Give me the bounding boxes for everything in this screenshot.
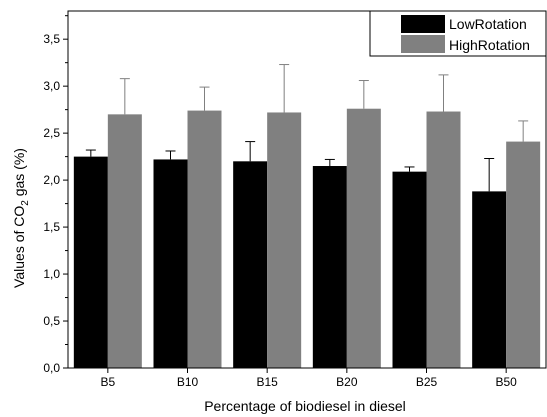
legend-swatch-low bbox=[401, 15, 445, 33]
x-axis-label: Percentage of biodiesel in diesel bbox=[204, 398, 406, 414]
x-tick-label-B50: B50 bbox=[495, 375, 517, 389]
bar-HighRotation-B50 bbox=[506, 141, 541, 368]
x-tick-label-B10: B10 bbox=[177, 375, 199, 389]
bar-HighRotation-B25 bbox=[426, 111, 461, 368]
legend-label-high: HighRotation bbox=[449, 37, 530, 53]
x-tick-label-B5: B5 bbox=[100, 375, 115, 389]
legend-box bbox=[369, 10, 547, 57]
y-tick-label-1,5: 1,5 bbox=[43, 220, 60, 234]
bar-LowRotation-B20 bbox=[312, 166, 347, 368]
y-tick-label-3,0: 3,0 bbox=[43, 79, 60, 93]
x-tick-label-B15: B15 bbox=[256, 375, 278, 389]
y-tick-label-0,0: 0,0 bbox=[43, 361, 60, 375]
bar-HighRotation-B15 bbox=[267, 112, 302, 368]
legend: LowRotation HighRotation bbox=[369, 10, 547, 57]
y-tick-label-2,0: 2,0 bbox=[43, 173, 60, 187]
y-tick-label-1,0: 1,0 bbox=[43, 267, 60, 281]
bar-LowRotation-B25 bbox=[392, 171, 427, 368]
bar-LowRotation-B10 bbox=[153, 159, 188, 368]
y-tick-label-0,5: 0,5 bbox=[43, 314, 60, 328]
bar-HighRotation-B10 bbox=[187, 110, 222, 368]
plot-frame bbox=[67, 10, 547, 369]
y-tick-label-2,5: 2,5 bbox=[43, 126, 60, 140]
legend-label-low: LowRotation bbox=[449, 16, 527, 32]
bar-HighRotation-B5 bbox=[107, 114, 142, 368]
legend-swatch-high bbox=[401, 35, 445, 53]
bar-LowRotation-B15 bbox=[233, 161, 268, 368]
bar-LowRotation-B50 bbox=[472, 191, 507, 368]
y-tick-label-3,5: 3,5 bbox=[43, 32, 60, 46]
y-axis-label: Values of CO2 gas (%) bbox=[11, 148, 31, 288]
bar-HighRotation-B20 bbox=[346, 108, 381, 368]
bars-layer bbox=[73, 108, 541, 368]
bar-LowRotation-B5 bbox=[73, 156, 108, 368]
x-tick-label-B20: B20 bbox=[336, 375, 358, 389]
x-tick-label-B25: B25 bbox=[416, 375, 438, 389]
axes-layer: B5 B10 B15 B20 B25 B50 0,0 0,5 1,0 1,5 2,0 2,5 3,0 3,… bbox=[43, 15, 517, 389]
error-bars-layer bbox=[85, 64, 529, 192]
